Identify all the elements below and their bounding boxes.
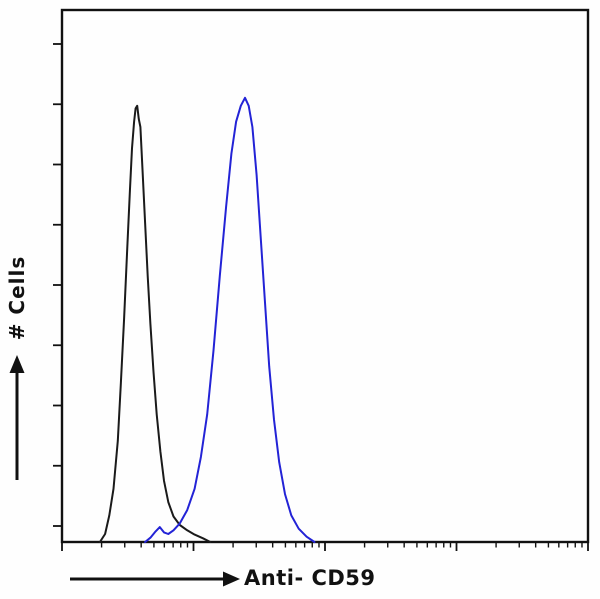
x-axis-arrow-icon — [70, 571, 240, 587]
y-axis-ticks — [53, 43, 62, 527]
curve-unstained-control — [98, 104, 212, 543]
y-axis-arrow-icon — [9, 355, 25, 480]
x-axis-ticks — [61, 542, 589, 551]
histogram-curves — [98, 96, 316, 543]
y-axis-label: # Cells — [5, 255, 29, 341]
plot-frame — [60, 8, 590, 544]
curve-anti-cd59-stained — [144, 96, 316, 543]
x-axis-label: Anti- CD59 — [244, 566, 376, 590]
